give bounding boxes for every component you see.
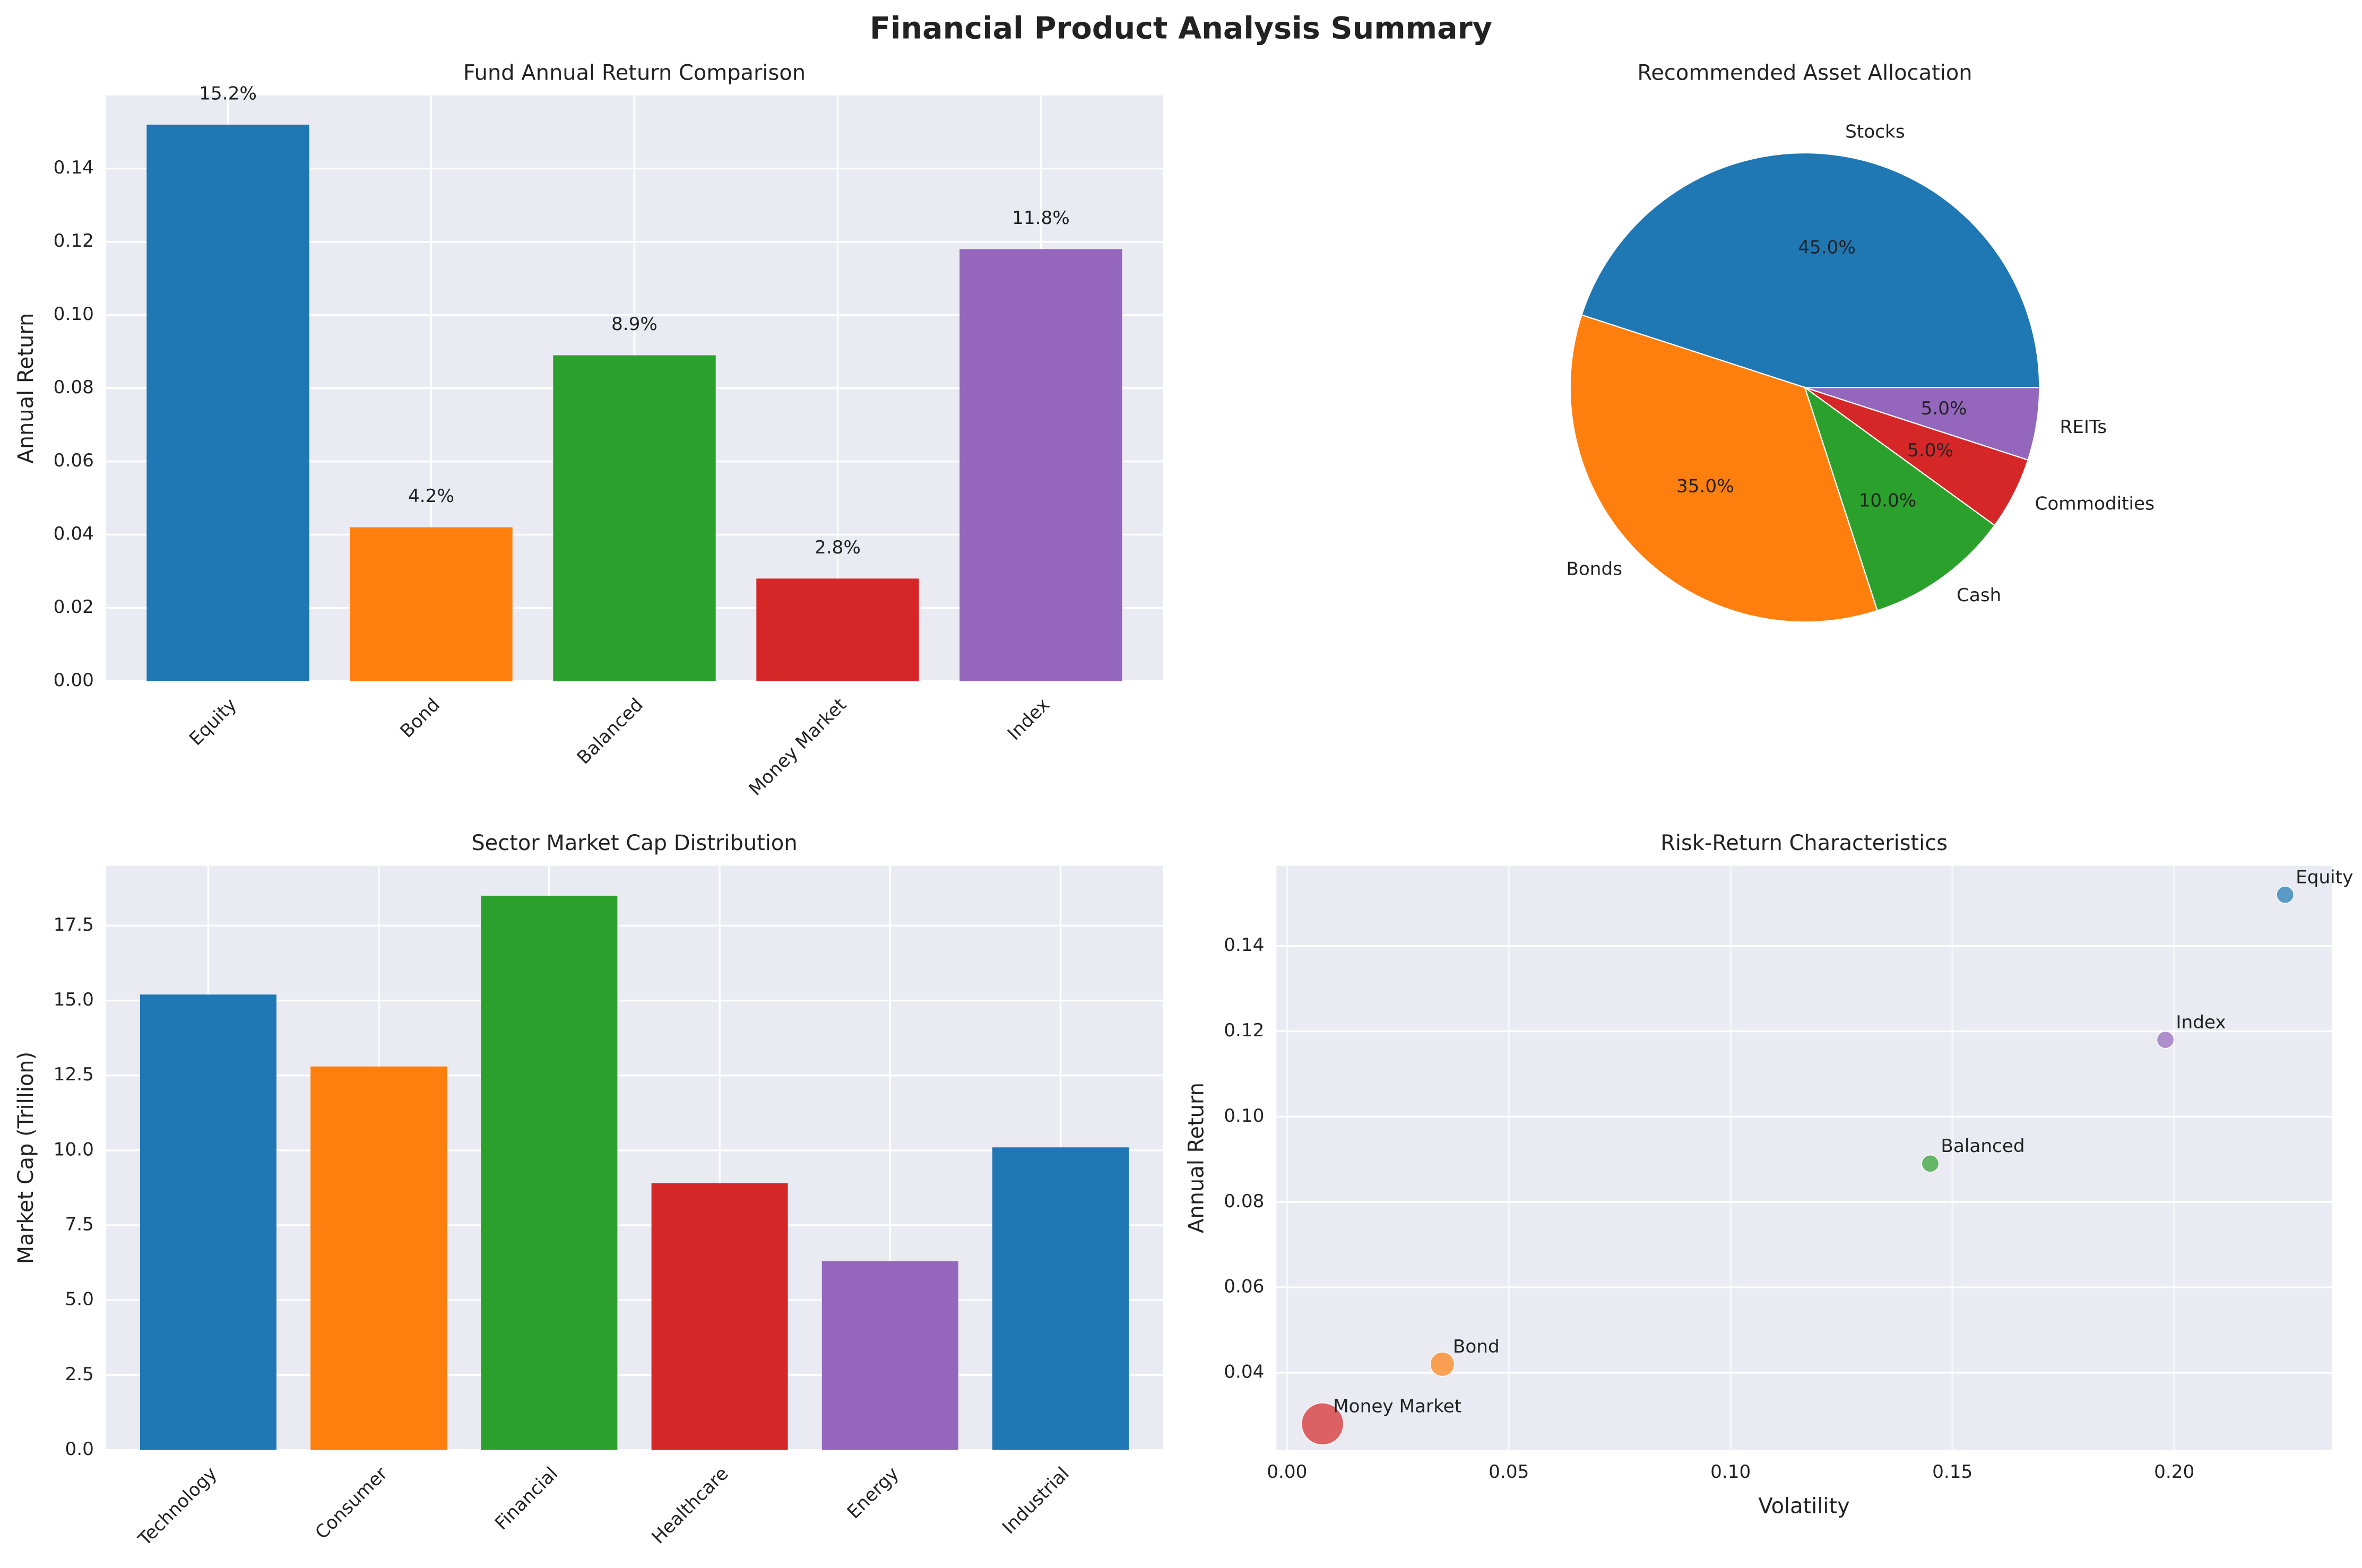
slice-label: Bonds — [1566, 559, 1622, 580]
slice-label: Cash — [1957, 585, 2001, 606]
data-label: 8.9% — [611, 314, 657, 335]
pie-slice — [1580, 152, 2040, 388]
y-tick-label: 0.10 — [54, 304, 94, 325]
data-label: 11.8% — [1012, 207, 1070, 229]
y-axis-label: Annual Return — [1184, 1082, 1208, 1233]
x-tick-label: 0.15 — [1932, 1461, 1972, 1483]
slice-label: REITs — [2060, 417, 2107, 438]
data-label: 15.2% — [199, 83, 257, 104]
y-tick-label: 0.12 — [1224, 1020, 1264, 1041]
y-tick-label: 0.08 — [54, 377, 94, 398]
bar — [350, 527, 513, 681]
pie-slice — [1803, 386, 1996, 612]
figure-title: Financial Product Analysis Summary — [870, 11, 1492, 46]
data-label: 2.8% — [815, 537, 861, 558]
data-label: 4.2% — [408, 486, 454, 507]
slice-percent: 10.0% — [1859, 490, 1917, 511]
y-tick-label: 5.0 — [65, 1289, 93, 1310]
slice-percent: 35.0% — [1676, 475, 1734, 497]
y-axis-label: Market Cap (Trillion) — [14, 1052, 38, 1264]
point-label: Index — [2176, 1012, 2226, 1033]
axes-title: Sector Market Cap Distribution — [471, 831, 797, 855]
y-tick-label: 7.5 — [65, 1214, 93, 1235]
bar — [553, 355, 716, 681]
y-tick-label: 0.14 — [54, 157, 94, 178]
x-tick-label: 0.00 — [1267, 1461, 1307, 1483]
y-tick-label: 12.5 — [54, 1064, 94, 1085]
bar — [146, 124, 309, 681]
bar — [756, 578, 919, 681]
x-axis-label: Volatility — [1758, 1494, 1849, 1518]
y-tick-label: 0.08 — [1224, 1191, 1264, 1212]
bar — [481, 895, 618, 1450]
pie-slice — [1804, 387, 2040, 461]
axes-title: Risk-Return Characteristics — [1660, 831, 1948, 855]
y-tick-label: 0.02 — [54, 596, 94, 618]
point-label: Equity — [2296, 867, 2353, 888]
y-tick-label: 0.14 — [1224, 934, 1264, 956]
pie-slice — [1569, 314, 1879, 623]
y-tick-label: 0.04 — [54, 523, 94, 544]
x-tick-label: 0.20 — [2154, 1461, 2194, 1483]
y-tick-label: 10.0 — [54, 1139, 94, 1160]
y-tick-label: 17.5 — [54, 914, 94, 935]
slice-percent: 5.0% — [1907, 440, 1953, 461]
bar — [959, 249, 1122, 681]
bar — [140, 994, 276, 1450]
slice-percent: 45.0% — [1798, 237, 1856, 258]
scatter-point — [1921, 1155, 1940, 1173]
y-tick-label: 0.06 — [54, 450, 94, 471]
point-label: Bond — [1453, 1336, 1500, 1357]
bar — [310, 1066, 447, 1450]
slice-label: Commodities — [2035, 493, 2155, 514]
y-tick-label: 0.0 — [65, 1439, 93, 1460]
scatter-point — [1301, 1402, 1344, 1445]
plot-area — [1276, 865, 2332, 1450]
plot-area — [106, 865, 1163, 1450]
x-tick-label: 0.10 — [1710, 1461, 1751, 1483]
slice-percent: 5.0% — [1921, 398, 1967, 419]
scatter-point — [2156, 1030, 2175, 1049]
slice-label: Stocks — [1845, 121, 1905, 142]
x-tick-label: 0.05 — [1489, 1461, 1529, 1483]
y-tick-label: 0.00 — [54, 670, 94, 691]
y-tick-label: 15.0 — [54, 989, 94, 1010]
point-label: Money Market — [1333, 1396, 1461, 1417]
y-tick-label: 0.10 — [1224, 1105, 1264, 1127]
scatter-point — [1430, 1352, 1455, 1377]
y-tick-label: 0.06 — [1224, 1276, 1264, 1297]
y-tick-label: 0.12 — [54, 230, 94, 252]
bar — [651, 1183, 788, 1450]
point-label: Balanced — [1941, 1136, 2024, 1157]
axes-title: Fund Annual Return Comparison — [463, 60, 806, 85]
bar — [992, 1147, 1129, 1450]
scatter-point — [2276, 886, 2295, 904]
bar — [821, 1261, 958, 1450]
y-axis-label: Annual Return — [14, 313, 38, 464]
axes-title: Recommended Asset Allocation — [1637, 60, 1972, 85]
y-tick-label: 2.5 — [65, 1364, 93, 1385]
y-tick-label: 0.04 — [1224, 1361, 1264, 1382]
